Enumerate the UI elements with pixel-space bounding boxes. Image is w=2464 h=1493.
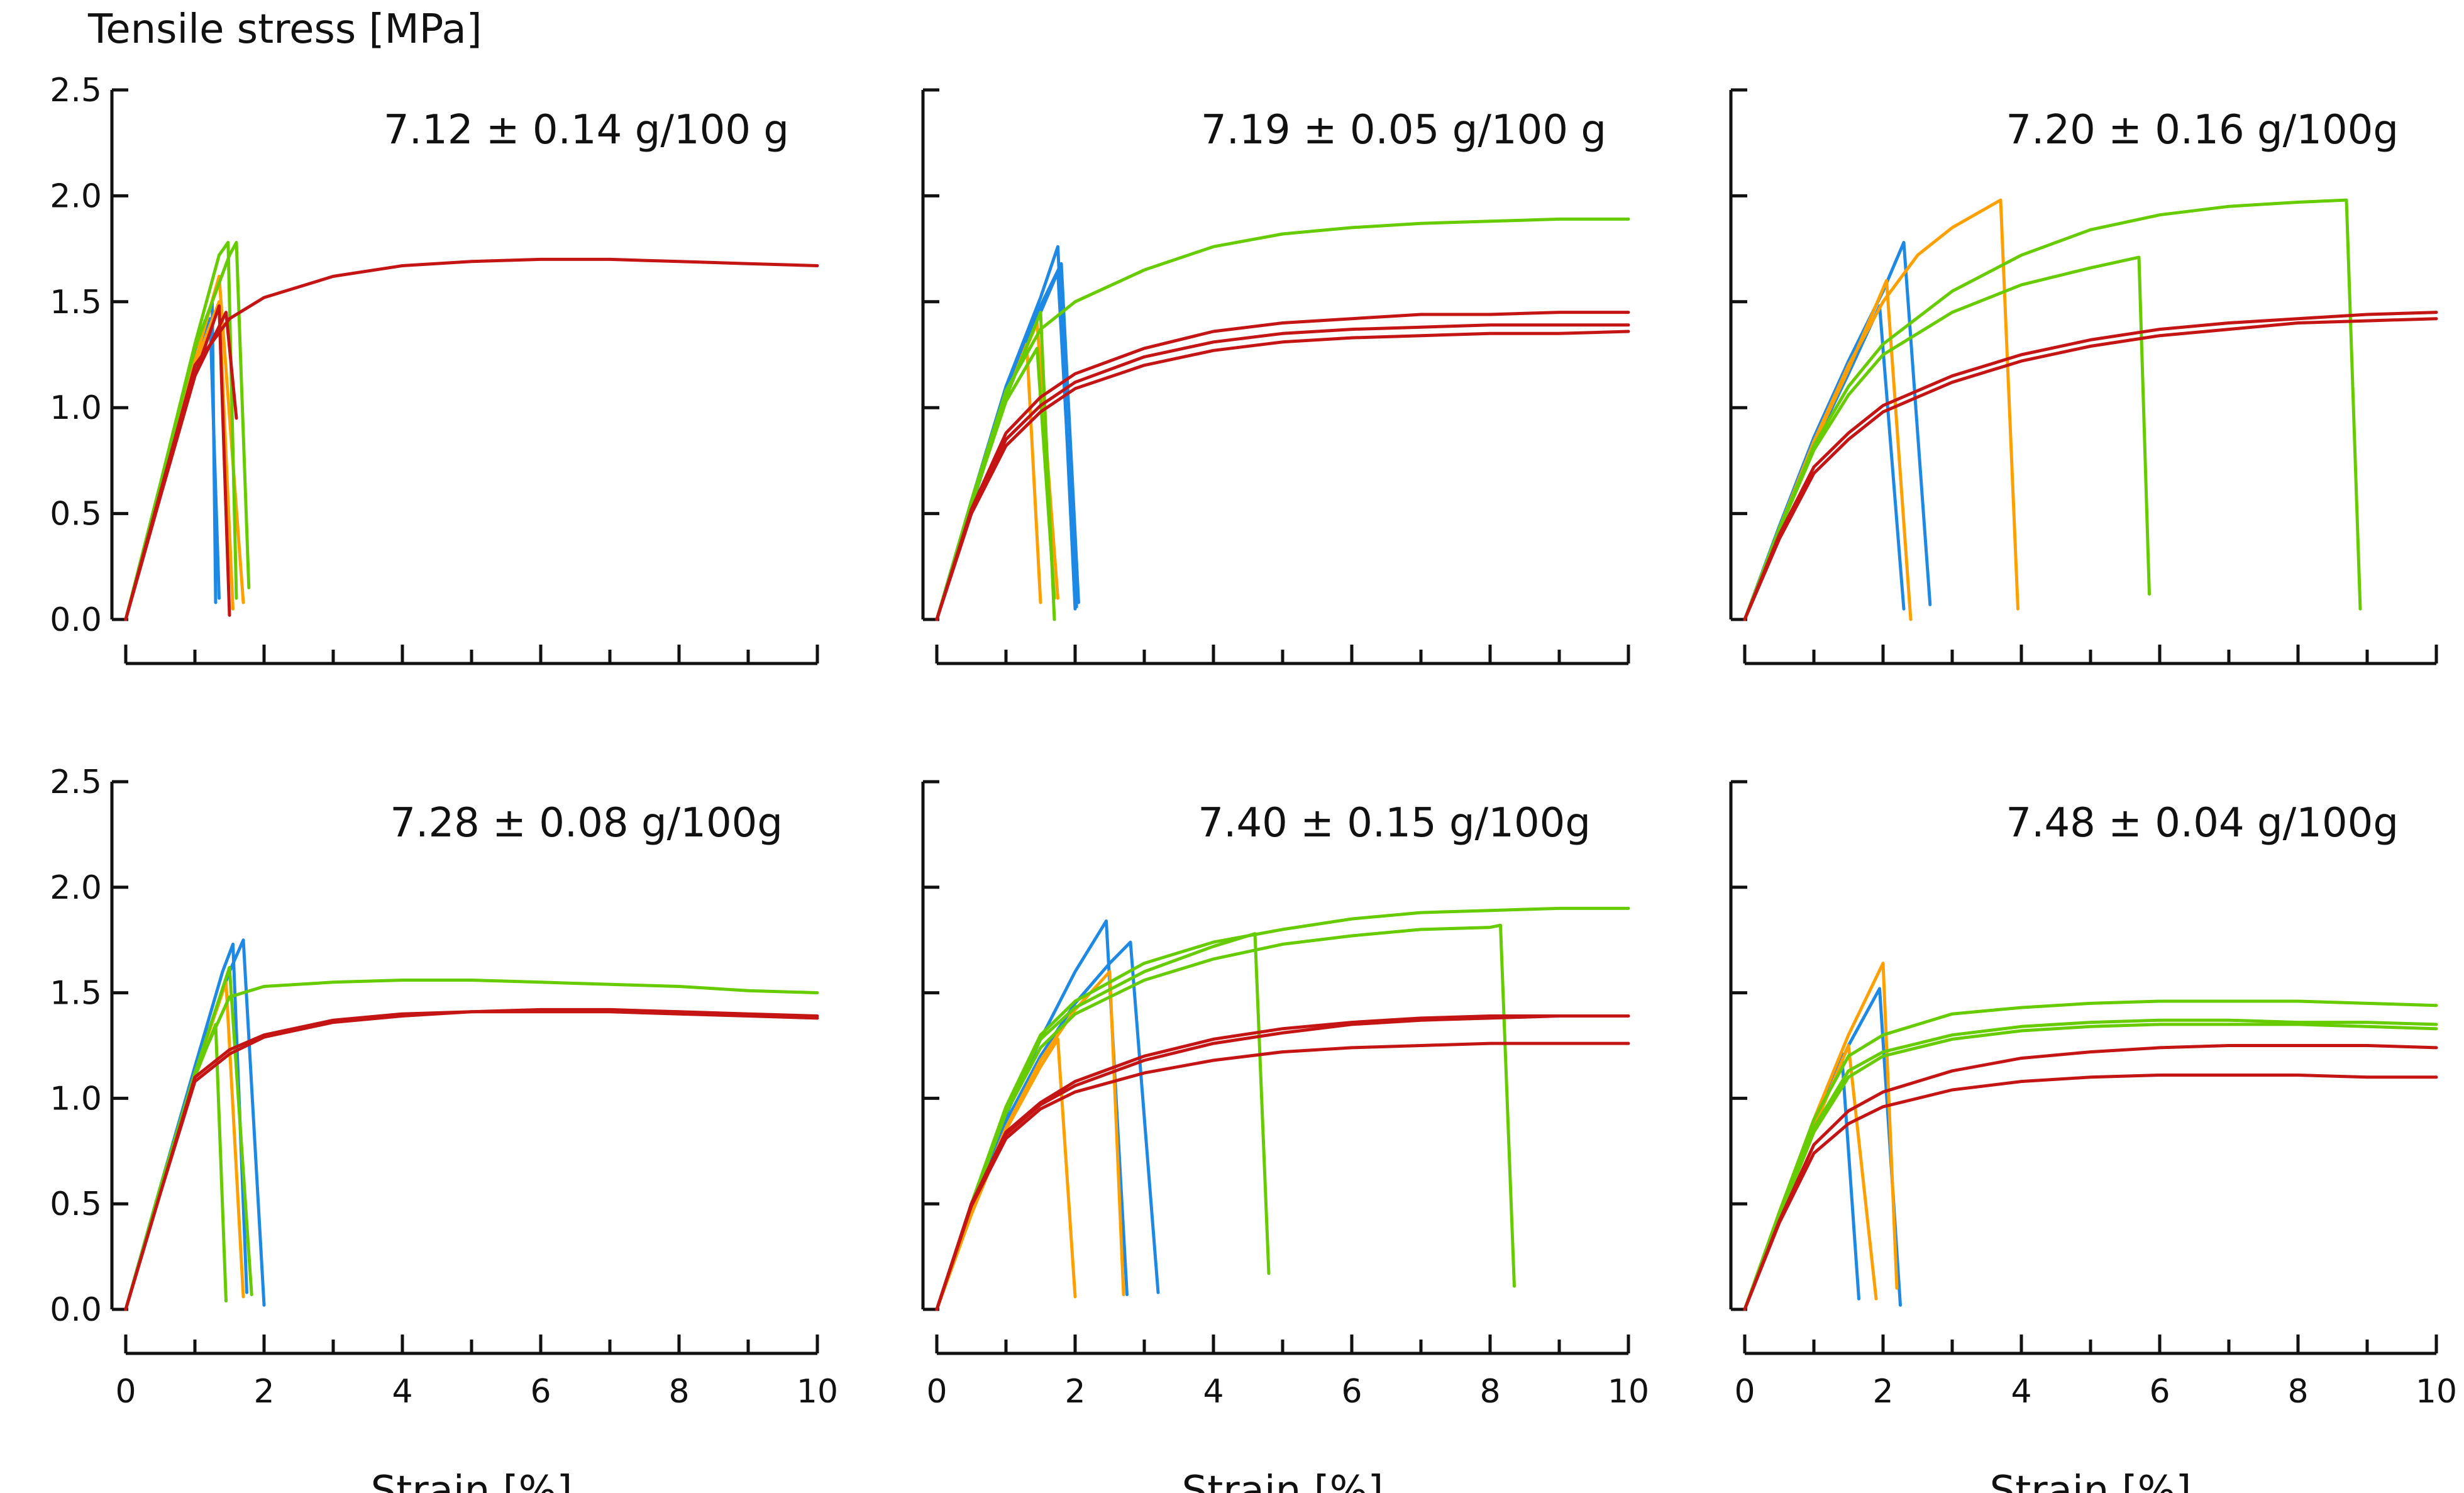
- series-line-red-1: [935, 311, 1630, 621]
- x-tick-label: 6: [1341, 1373, 1362, 1411]
- y-tick-label: 1.5: [50, 975, 102, 1013]
- series-line-orange-1: [1743, 198, 2019, 621]
- series-line-orange-1: [935, 1037, 1077, 1311]
- x-tick-label: 2: [1872, 1373, 1893, 1411]
- series-line-red-1: [935, 1014, 1630, 1311]
- x-tick-label: 6: [2149, 1373, 2170, 1411]
- series-line-green-3: [1743, 1023, 2438, 1311]
- series-line-red-1: [1743, 311, 2438, 621]
- moisture-annotation: 7.28 ± 0.08 g/100g: [390, 800, 783, 846]
- x-axis-title: Strain [%]: [1990, 1468, 2192, 1493]
- x-tick-label: 8: [1479, 1373, 1500, 1411]
- series-line-green-2: [1743, 1018, 2438, 1311]
- series-line-green-1: [1743, 999, 2438, 1311]
- x-tick-label: 10: [1608, 1373, 1649, 1411]
- x-tick-label: 6: [530, 1373, 551, 1411]
- series-line-green-2: [935, 923, 1516, 1311]
- chart-panel-2: 7.19 ± 0.05 g/100 g: [921, 88, 1630, 665]
- y-tick-label: 0.5: [50, 1185, 102, 1223]
- moisture-annotation: 7.19 ± 0.05 g/100 g: [1201, 107, 1606, 153]
- series-line-blue-1: [1743, 987, 1902, 1311]
- y-axis-title: Tensile stress [MPa]: [87, 6, 482, 53]
- series-line-red-1: [124, 257, 819, 621]
- series-line-green-2: [1743, 255, 2151, 621]
- chart-panel-4: 0.0 0.5 1.0 1.5 2.0 2.5 0 2 4 6 8 10 Strain [%] 7.28 …: [50, 763, 838, 1493]
- series-line-red-2: [935, 1014, 1630, 1311]
- y-tick-label: 2.5: [50, 72, 102, 109]
- series-line-blue-1: [1743, 241, 1932, 621]
- moisture-annotation: 7.12 ± 0.14 g/100 g: [384, 107, 789, 153]
- x-tick-label: 0: [926, 1373, 947, 1411]
- x-tick-label: 4: [2011, 1373, 2031, 1411]
- series-line-orange-2: [1743, 279, 1913, 621]
- series-line-red-2: [1743, 317, 2438, 621]
- series-line-red-3: [124, 311, 238, 621]
- chart-panel-1: 0.0 0.5 1.0 1.5 2.0 2.5 7.12 ± 0.14 g/100 g: [50, 72, 819, 665]
- y-tick-label: 2.5: [50, 763, 102, 801]
- chart-panel-5: 0 2 4 6 8 10 Strain [%] 7.40 ± 0.15 g/100g: [921, 780, 1649, 1493]
- moisture-annotation: 7.20 ± 0.16 g/100g: [2006, 107, 2399, 153]
- x-tick-label: 2: [1064, 1373, 1085, 1411]
- series-line-green-2: [124, 241, 251, 621]
- series-line-red-2: [124, 1010, 819, 1311]
- series-line-red-1: [1743, 1044, 2438, 1311]
- x-tick-label: 8: [668, 1373, 689, 1411]
- y-tick-label: 2.0: [50, 869, 102, 907]
- series-line-green-1: [935, 932, 1271, 1311]
- series-line-green-3: [935, 347, 1056, 621]
- x-tick-label: 10: [797, 1373, 838, 1411]
- moisture-annotation: 7.48 ± 0.04 g/100g: [2006, 800, 2399, 846]
- y-tick-label: 1.0: [50, 389, 102, 427]
- chart-panel-3: 7.20 ± 0.16 g/100g: [1729, 88, 2438, 665]
- series-line-green-3: [124, 965, 253, 1311]
- series-line-green-3: [935, 906, 1630, 1311]
- chart-panels: 0.0 0.5 1.0 1.5 2.0 2.5 7.12 ± 0.14 g/100 g 7.1…: [50, 72, 2457, 1493]
- y-tick-label: 1.0: [50, 1080, 102, 1118]
- y-tick-label: 0.5: [50, 496, 102, 533]
- series-line-red-2: [935, 323, 1630, 621]
- x-tick-label: 4: [392, 1373, 412, 1411]
- series-line-orange-2: [935, 970, 1125, 1311]
- y-tick-label: 1.5: [50, 284, 102, 321]
- x-tick-label: 10: [2416, 1373, 2457, 1411]
- series-line-red-3: [935, 330, 1630, 621]
- y-tick-label: 0.0: [50, 1291, 102, 1329]
- x-tick-label: 2: [253, 1373, 274, 1411]
- moisture-annotation: 7.40 ± 0.15 g/100g: [1198, 800, 1591, 846]
- x-axis-title: Strain [%]: [371, 1468, 573, 1493]
- series-line-red-2: [1743, 1074, 2438, 1311]
- x-tick-label: 0: [115, 1373, 136, 1411]
- x-axis-title: Strain [%]: [1182, 1468, 1384, 1493]
- series-line-green-1: [935, 217, 1630, 621]
- y-tick-label: 2.0: [50, 177, 102, 215]
- y-tick-label: 0.0: [50, 601, 102, 639]
- x-tick-label: 8: [2287, 1373, 2308, 1411]
- series-line-blue-2: [124, 938, 266, 1311]
- series-line-red-1: [124, 1007, 819, 1311]
- x-tick-label: 4: [1203, 1373, 1224, 1411]
- x-tick-label: 0: [1734, 1373, 1755, 1411]
- chart-panel-6: 0 2 4 6 8 10 Strain [%] 7.48 ± 0.04 g/100g: [1729, 780, 2457, 1493]
- series-line-red-3: [935, 1041, 1630, 1311]
- series-line-green-1: [1743, 198, 2362, 621]
